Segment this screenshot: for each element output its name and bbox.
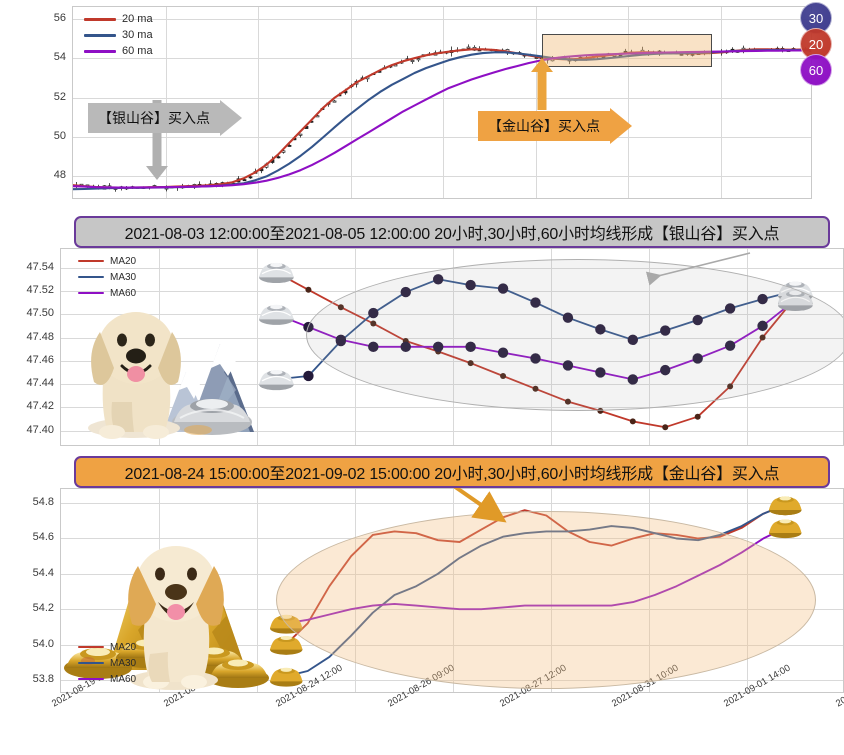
y-axis-tick: 47.42 bbox=[26, 400, 54, 413]
ma-badge-60[interactable]: 60 bbox=[800, 54, 832, 86]
legend-item[interactable]: 20 ma bbox=[84, 12, 153, 26]
ma-badges: 30 20 60 bbox=[800, 2, 834, 86]
silver-valley-banner: 2021-08-03 12:00:00至2021-08-05 12:00:00 … bbox=[74, 216, 830, 248]
legend-label: MA60 bbox=[110, 673, 137, 685]
legend-swatch-20-ma bbox=[84, 17, 116, 21]
y-axis-tick: 54.2 bbox=[32, 602, 54, 615]
legend-item[interactable]: MA20 bbox=[78, 640, 136, 654]
y-axis-tick: 47.46 bbox=[26, 353, 54, 366]
y-axis-tick: 50 bbox=[53, 129, 66, 142]
gold-valley-highlight-box bbox=[542, 34, 712, 67]
legend-swatch-ma60 bbox=[78, 677, 104, 681]
gold-callout-arrowhead-icon bbox=[610, 108, 632, 144]
legend-swatch-60-ma bbox=[84, 49, 116, 53]
y-axis-tick: 53.8 bbox=[32, 672, 54, 685]
y-axis-tick: 47.40 bbox=[26, 423, 54, 436]
silver-valley-callout-label: 【银山谷】买入点 bbox=[88, 103, 220, 133]
legend-swatch-30-ma bbox=[84, 33, 116, 37]
y-axis-tick: 47.44 bbox=[26, 377, 54, 390]
main-legend: 20 ma 30 ma 60 ma bbox=[84, 12, 153, 58]
silver-callout-arrowhead-icon bbox=[220, 100, 242, 136]
y-axis-tick: 47.52 bbox=[26, 283, 54, 296]
y-axis-tick: 54 bbox=[53, 51, 66, 64]
y-axis-tick: 54.6 bbox=[32, 531, 54, 544]
gold-legend: MA20 MA30 MA60 bbox=[78, 640, 136, 686]
silver-mascot-image bbox=[78, 272, 278, 440]
gold-valley-callout[interactable]: 【金山谷】买入点 bbox=[478, 108, 632, 144]
legend-swatch-ma20 bbox=[78, 645, 104, 649]
main-plot-area bbox=[72, 6, 812, 199]
legend-swatch-ma30 bbox=[78, 661, 104, 665]
y-axis-tick: 54.4 bbox=[32, 566, 54, 579]
legend-item[interactable]: MA60 bbox=[78, 672, 136, 686]
legend-item[interactable]: MA20 bbox=[78, 254, 136, 268]
main-chart-panel: 48 50 52 54 56 20 ma 30 ma 60 ma 【银山谷】买入点 【金山谷… bbox=[0, 0, 844, 205]
y-axis-tick: 47.48 bbox=[26, 330, 54, 343]
gold-valley-panel: 53.8 54.0 54.2 54.4 54.6 54.8 MA20 MA30 MA60 bbox=[0, 488, 844, 755]
gold-valley-callout-label: 【金山谷】买入点 bbox=[478, 111, 610, 141]
y-axis-tick: 52 bbox=[53, 90, 66, 103]
legend-label: 30 ma bbox=[122, 29, 153, 41]
y-axis-tick: 47.50 bbox=[26, 307, 54, 320]
legend-label: MA20 bbox=[110, 641, 137, 653]
legend-label: 60 ma bbox=[122, 45, 153, 57]
legend-swatch-ma60 bbox=[78, 291, 104, 295]
legend-item[interactable]: MA30 bbox=[78, 270, 136, 284]
legend-label: MA20 bbox=[110, 255, 137, 267]
y-axis-tick: 56 bbox=[53, 11, 66, 24]
legend-label: 20 ma bbox=[122, 13, 153, 25]
y-axis-tick: 54.0 bbox=[32, 637, 54, 650]
silver-valley-callout[interactable]: 【银山谷】买入点 bbox=[88, 100, 242, 136]
legend-item[interactable]: MA60 bbox=[78, 286, 136, 300]
silver-valley-pointer-arrow-icon bbox=[146, 100, 168, 180]
legend-swatch-ma30 bbox=[78, 275, 104, 279]
gold-highlight-ellipse bbox=[276, 511, 816, 689]
legend-item[interactable]: 30 ma bbox=[84, 28, 153, 42]
y-axis-tick: 47.54 bbox=[26, 260, 54, 273]
legend-item[interactable]: MA30 bbox=[78, 656, 136, 670]
y-axis-tick: 54.8 bbox=[32, 496, 54, 509]
legend-swatch-ma20 bbox=[78, 259, 104, 263]
silver-legend: MA20 MA30 MA60 bbox=[78, 254, 136, 300]
gold-valley-banner: 2021-08-24 15:00:00至2021-09-02 15:00:00 … bbox=[74, 456, 830, 488]
legend-label: MA60 bbox=[110, 287, 137, 299]
legend-label: MA30 bbox=[110, 271, 137, 283]
gold-valley-pointer-arrow-icon bbox=[531, 58, 553, 110]
legend-label: MA30 bbox=[110, 657, 137, 669]
legend-item[interactable]: 60 ma bbox=[84, 44, 153, 58]
silver-highlight-ellipse bbox=[306, 259, 843, 411]
silver-valley-panel: 47.40 47.42 47.44 47.46 47.48 47.50 47.52 47.54… bbox=[0, 248, 844, 448]
y-axis-tick: 48 bbox=[53, 169, 66, 182]
